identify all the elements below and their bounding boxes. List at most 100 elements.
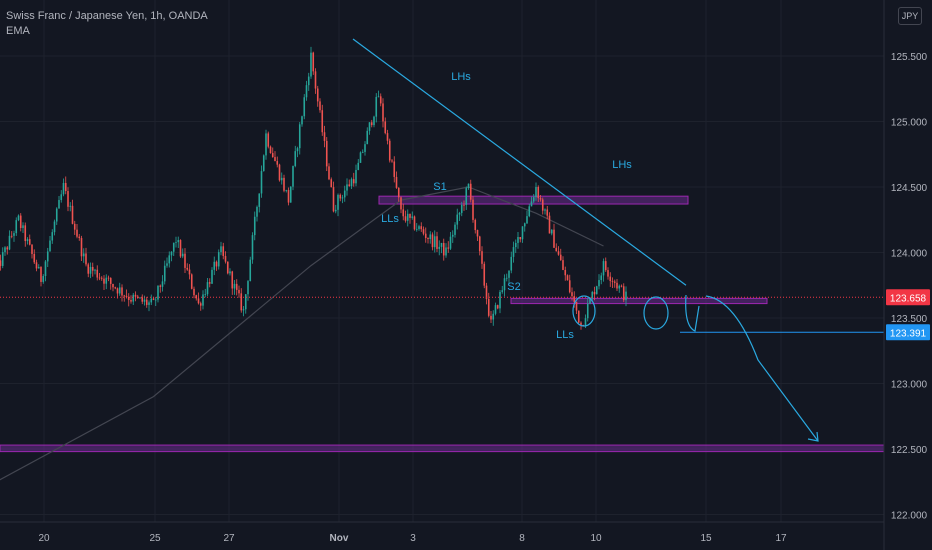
support-zone: [510, 297, 768, 305]
candle-body: [429, 234, 432, 240]
candle-body: [316, 88, 319, 102]
candle-body: [195, 295, 198, 299]
annotation-label: LLs: [556, 329, 574, 341]
candle-body: [204, 294, 207, 296]
candle-body: [125, 295, 128, 297]
candle-body: [478, 236, 481, 252]
candle-body: [499, 291, 501, 309]
candle-body: [28, 239, 31, 245]
candle-body: [226, 261, 229, 274]
candle-body: [328, 166, 330, 180]
candle-body: [355, 169, 357, 184]
candle-body: [510, 256, 513, 271]
candle-body: [564, 269, 567, 276]
candle-body: [359, 152, 362, 163]
candle-body: [166, 263, 168, 266]
candle-body: [541, 199, 544, 211]
x-tick-label: 8: [519, 533, 525, 544]
candle-body: [346, 184, 348, 191]
candle-body: [134, 294, 137, 297]
candle-body: [373, 116, 375, 126]
candle-body: [172, 242, 175, 252]
candle-body: [487, 298, 490, 316]
candle-body: [483, 263, 486, 286]
grid: [0, 0, 884, 522]
candle-body: [611, 281, 614, 282]
candle-body: [107, 277, 110, 279]
annotation-label: S2: [507, 281, 520, 293]
candle-body: [231, 271, 234, 289]
chart-title: Swiss Franc / Japanese Yen, 1h, OANDA: [6, 10, 208, 22]
candle-body: [463, 204, 465, 206]
candle-body: [0, 260, 2, 266]
candle-body: [26, 239, 29, 242]
candle-body: [251, 235, 254, 260]
candle-body: [422, 229, 425, 234]
candle-body: [193, 288, 195, 296]
candle-body: [310, 52, 312, 77]
candle-body: [253, 216, 256, 236]
candle-body: [474, 219, 477, 231]
x-tick-label: 25: [149, 533, 161, 544]
candle-body: [325, 140, 328, 167]
candle-body: [4, 247, 6, 253]
x-tick-label: 17: [775, 533, 787, 544]
candle-body: [591, 291, 594, 299]
candle-body: [625, 291, 627, 301]
candle-body: [303, 97, 306, 117]
candle-body: [296, 148, 299, 152]
candle-body: [285, 189, 288, 191]
candle-body: [69, 205, 72, 207]
candle-body: [289, 186, 292, 203]
annotation-label: S1: [433, 181, 446, 193]
candle-body: [157, 285, 159, 300]
candle-body: [213, 261, 216, 270]
candle-body: [314, 71, 317, 89]
candle-body: [127, 296, 130, 300]
candle-body: [8, 235, 11, 250]
candle-body: [481, 251, 483, 264]
projection-arrowhead: [807, 431, 819, 442]
candle-body: [262, 155, 265, 172]
candle-body: [283, 177, 285, 191]
candle-body: [532, 197, 535, 202]
candle-body: [350, 179, 353, 187]
candle-body: [271, 153, 274, 158]
candle-body: [238, 289, 240, 294]
candle-body: [420, 226, 423, 230]
candle-body: [467, 183, 470, 189]
currency-button[interactable]: JPY: [898, 7, 922, 25]
x-tick-label: 15: [700, 533, 712, 544]
candle-body: [51, 232, 54, 241]
candle-body: [202, 294, 204, 306]
candle-body: [71, 205, 74, 224]
candle-body: [512, 247, 515, 257]
candle-body: [418, 226, 420, 229]
candle-body: [179, 240, 182, 257]
candle-body: [118, 287, 121, 294]
candle-body: [609, 276, 612, 282]
candle-body: [67, 191, 69, 207]
candle-body: [265, 133, 267, 156]
candle-body: [589, 298, 591, 304]
x-tick-label: 20: [38, 533, 50, 544]
candle-body: [80, 238, 83, 257]
support-zone: [0, 444, 885, 453]
candle-body: [208, 282, 211, 284]
candle-body: [454, 224, 456, 235]
candle-body: [15, 220, 18, 234]
candle-body: [123, 295, 126, 297]
candle-body: [366, 130, 369, 145]
candle-body: [186, 267, 189, 270]
indicator-label[interactable]: EMA: [6, 25, 30, 37]
candle-body: [170, 251, 173, 256]
candle-body: [307, 76, 310, 86]
candle-body: [287, 189, 290, 203]
candle-body: [229, 271, 231, 274]
candle-body: [91, 266, 94, 271]
candle-body: [94, 269, 96, 271]
candle-body: [235, 283, 238, 290]
candle-body: [604, 261, 607, 271]
candle-body: [431, 234, 434, 248]
